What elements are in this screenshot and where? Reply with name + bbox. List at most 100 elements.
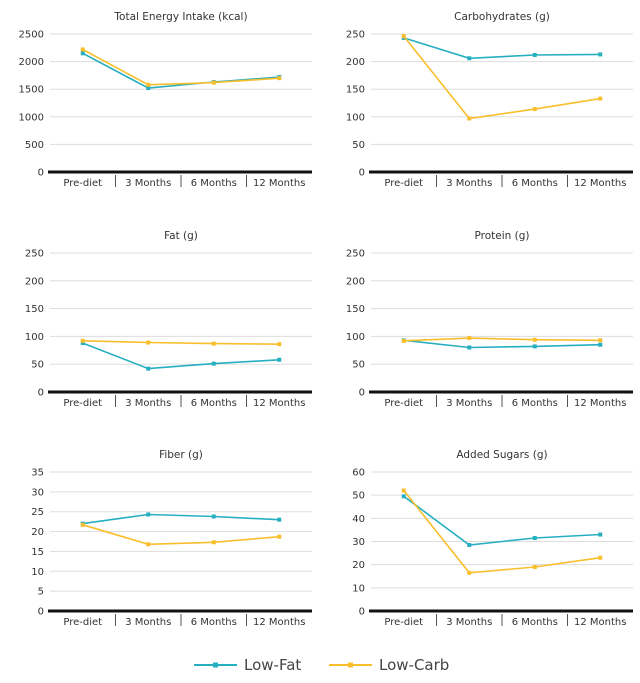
y-tick-label: 50 [352, 491, 365, 502]
legend-item-low-carb: Low-Carb [329, 656, 449, 674]
data-point-low-carb [146, 542, 151, 547]
x-tick-label: 12 Months [574, 398, 626, 409]
series-line-low-carb [403, 337, 601, 342]
data-point-low-carb [146, 340, 151, 345]
y-tick-label: 0 [38, 388, 44, 399]
y-tick-label: 0 [359, 607, 365, 618]
y-tick-label: 100 [346, 112, 365, 123]
chart-title: Total Energy Intake (kcal) [113, 11, 247, 23]
x-tick-label: 6 Months [191, 617, 237, 628]
y-tick-label: 200 [346, 276, 365, 287]
data-point-low-fat [401, 494, 406, 499]
y-tick-label: 100 [25, 332, 44, 343]
data-point-low-fat [277, 357, 282, 362]
series-line-low-fat [403, 339, 601, 349]
data-point-low-carb [598, 96, 603, 101]
data-point-low-fat [211, 514, 216, 519]
y-tick-label: 30 [352, 537, 365, 548]
x-tick-label: 3 Months [446, 178, 492, 189]
legend-label: Low-Fat [244, 656, 301, 674]
x-tick-label: 3 Months [125, 178, 171, 189]
data-point-low-carb [401, 488, 406, 493]
y-tick-label: 5 [38, 587, 44, 598]
chart-panel-carbohydrates-g: Carbohydrates (g) 0 50 100 150 200 250 Pre-diet… [346, 11, 633, 189]
x-tick-label: 6 Months [512, 178, 558, 189]
data-point-low-fat [467, 542, 472, 547]
y-tick-label: 250 [346, 30, 365, 41]
x-tick-label: 3 Months [125, 617, 171, 628]
y-tick-label: 1000 [19, 112, 44, 123]
y-tick-label: 10 [352, 583, 365, 594]
series-line-low-carb [82, 48, 280, 86]
data-point-low-carb [146, 82, 151, 87]
data-point-low-carb [277, 76, 282, 81]
data-point-low-fat [80, 341, 85, 346]
y-tick-label: 15 [31, 547, 44, 558]
data-point-low-fat [80, 51, 85, 56]
data-point-low-carb [80, 522, 85, 527]
y-tick-label: 35 [31, 468, 44, 479]
x-tick-label: 6 Months [191, 398, 237, 409]
data-point-low-carb [401, 34, 406, 39]
data-point-low-carb [80, 47, 85, 52]
data-point-low-fat [467, 56, 472, 61]
chart-title: Fiber (g) [159, 449, 203, 461]
chart-title: Protein (g) [474, 230, 529, 242]
y-tick-label: 0 [38, 607, 44, 618]
series-line-low-carb [82, 524, 280, 546]
data-point-low-carb [401, 338, 406, 343]
data-point-low-carb [80, 338, 85, 343]
data-point-low-carb [467, 116, 472, 121]
y-tick-label: 2000 [19, 57, 44, 68]
y-tick-label: 250 [346, 249, 365, 260]
legend-item-low-fat: Low-Fat [194, 656, 301, 674]
data-point-low-carb [532, 337, 537, 342]
data-point-low-fat [532, 536, 537, 541]
data-point-low-carb [532, 107, 537, 112]
y-tick-label: 0 [359, 388, 365, 399]
data-point-low-carb [211, 540, 216, 545]
series-line-low-carb [403, 490, 601, 574]
legend-swatch-marker [213, 662, 218, 668]
legend-label: Low-Carb [379, 656, 449, 674]
series-line-low-fat [82, 513, 280, 525]
chart-title: Fat (g) [164, 230, 198, 242]
y-tick-label: 50 [352, 360, 365, 371]
data-point-low-fat [532, 52, 537, 57]
series-line-low-carb [82, 340, 280, 345]
chart-panel-protein-g: Protein (g) 0 50 100 150 200 250 Pre-diet 3 Mont… [346, 230, 633, 409]
x-tick-label: 12 Months [574, 178, 626, 189]
chart-panel-total-energy-intake-kcal: Total Energy Intake (kcal) 0 500 1000 1500 20… [19, 11, 312, 189]
x-tick-label: Pre-diet [63, 178, 102, 189]
data-point-low-carb [467, 570, 472, 575]
y-tick-label: 100 [346, 332, 365, 343]
x-tick-label: 3 Months [125, 398, 171, 409]
series-line-low-fat [403, 37, 601, 60]
data-point-low-carb [467, 336, 472, 341]
x-tick-label: Pre-diet [384, 178, 423, 189]
data-point-low-fat [211, 361, 216, 366]
y-tick-label: 0 [38, 168, 44, 179]
data-point-low-carb [277, 342, 282, 347]
y-tick-label: 250 [25, 249, 44, 260]
y-tick-label: 500 [25, 140, 44, 151]
chart-title: Carbohydrates (g) [454, 11, 550, 23]
x-tick-label: 6 Months [191, 178, 237, 189]
legend-swatch-marker [348, 662, 353, 668]
y-tick-label: 0 [359, 168, 365, 179]
y-tick-label: 150 [25, 304, 44, 315]
y-tick-label: 20 [352, 560, 365, 571]
x-tick-label: 12 Months [253, 398, 305, 409]
series-line-low-fat [82, 52, 280, 89]
y-tick-label: 10 [31, 567, 44, 578]
data-point-low-fat [598, 532, 603, 537]
y-tick-label: 2500 [19, 30, 44, 41]
x-tick-label: 3 Months [446, 398, 492, 409]
y-tick-label: 1500 [19, 85, 44, 96]
x-tick-label: Pre-diet [384, 398, 423, 409]
y-tick-label: 20 [31, 527, 44, 538]
data-point-low-fat [598, 52, 603, 57]
data-point-low-carb [598, 555, 603, 560]
series-line-low-fat [403, 495, 601, 546]
y-tick-label: 40 [352, 514, 365, 525]
